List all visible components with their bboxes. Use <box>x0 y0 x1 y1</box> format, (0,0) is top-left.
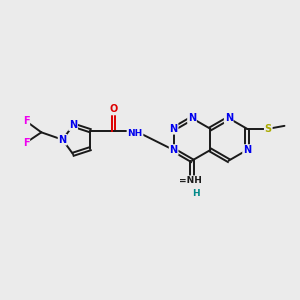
Text: N: N <box>69 120 77 130</box>
Text: N: N <box>225 113 233 123</box>
Text: S: S <box>265 124 272 134</box>
Text: =NH: =NH <box>179 176 202 185</box>
Text: N: N <box>58 135 67 145</box>
Text: F: F <box>23 138 29 148</box>
Text: N: N <box>169 124 178 134</box>
Text: N: N <box>169 145 178 155</box>
Text: H: H <box>192 189 199 198</box>
Text: O: O <box>110 104 118 115</box>
Text: N: N <box>188 113 196 123</box>
Text: NH: NH <box>128 129 142 138</box>
Text: F: F <box>23 116 29 126</box>
Text: N: N <box>243 145 251 155</box>
